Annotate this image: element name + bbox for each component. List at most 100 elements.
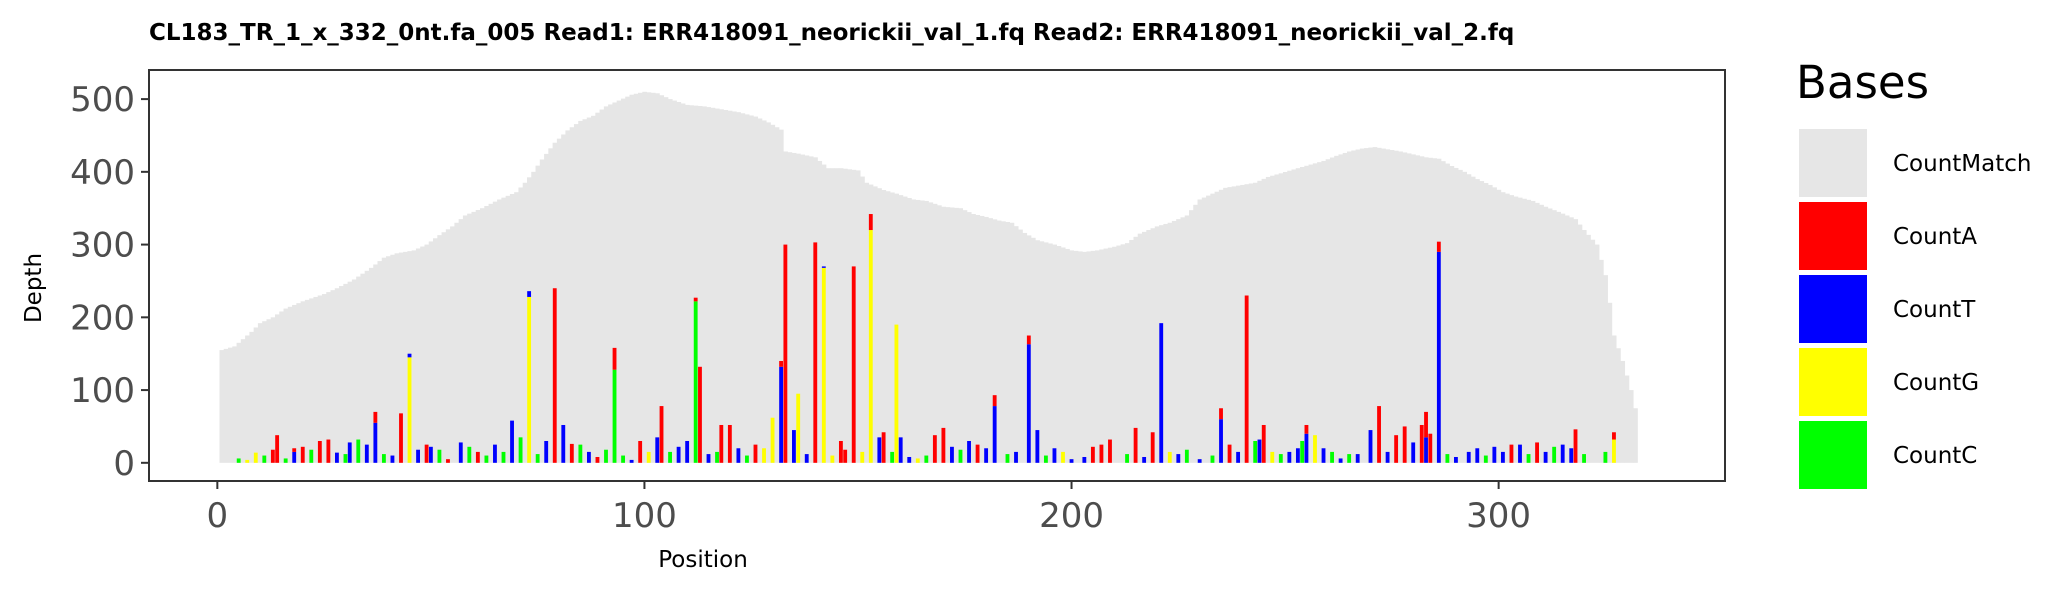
bar-countmatch (919, 200, 925, 463)
bar-countt (1304, 433, 1309, 463)
bar-countmatch (1295, 168, 1301, 463)
chart-title: CL183_TR_1_x_332_0nt.fa_005 Read1: ERR41… (149, 20, 1514, 46)
bar-countt (1026, 344, 1031, 463)
bar-countmatch (1193, 204, 1198, 463)
bar-counta (275, 435, 280, 463)
bar-countmatch (1556, 211, 1561, 463)
bar-countg (527, 296, 532, 463)
bar-countmatch (1018, 229, 1023, 463)
bar-countmatch (411, 250, 417, 463)
bar-countmatch (855, 170, 861, 463)
bar-counta (1535, 442, 1539, 463)
bar-countt (1560, 444, 1565, 463)
bar-countmatch (428, 241, 434, 463)
bar-countt (1219, 419, 1223, 463)
bar-counta (932, 435, 937, 463)
bar-countc (1582, 454, 1586, 463)
bar-countg (407, 357, 412, 463)
bar-countmatch (1201, 197, 1207, 463)
bar-countmatch (885, 191, 891, 463)
bar-countt (950, 446, 954, 463)
bar-countmatch (1624, 375, 1630, 463)
bar-countt (804, 454, 809, 463)
bar-countmatch (595, 112, 600, 463)
bar-countmatch (603, 106, 609, 463)
bar-countc (1445, 454, 1450, 463)
bar-counta (941, 427, 946, 463)
bar-countmatch (360, 273, 366, 463)
bar-countmatch (804, 155, 810, 463)
bar-countc (343, 454, 348, 463)
bar-countg (1061, 451, 1065, 463)
bar-countmatch (1214, 191, 1220, 463)
legend-label: CountMatch (1893, 151, 2031, 177)
bar-countt (1355, 454, 1360, 463)
bar-counta (783, 244, 788, 463)
bar-countmatch (1526, 199, 1532, 463)
bar-counta (1402, 426, 1407, 463)
bar-countmatch (1218, 189, 1224, 463)
bar-countmatch (932, 203, 938, 463)
bar-countmatch (1171, 220, 1177, 463)
legend-label: CountC (1893, 443, 1977, 469)
bar-countmatch (1423, 157, 1429, 463)
bar-countt (1500, 451, 1505, 463)
bar-countt (1454, 456, 1458, 463)
bar-countt (1424, 437, 1428, 463)
bar-countmatch (770, 124, 776, 463)
bar-countmatch (573, 124, 579, 463)
bar-countmatch (979, 215, 985, 463)
bar-countmatch (454, 222, 460, 463)
bar-countmatch (1001, 221, 1006, 463)
bar-countmatch (1265, 176, 1271, 463)
bar-countmatch (996, 220, 1002, 463)
bar-countmatch (1351, 150, 1356, 463)
bar-countmatch (1347, 151, 1352, 463)
bar-counta (1377, 406, 1381, 463)
bar-counta (1261, 424, 1266, 463)
bar-counta (475, 451, 480, 463)
bar-countc (381, 454, 386, 463)
bar-countmatch (1287, 170, 1292, 463)
bar-countmatch (565, 130, 571, 463)
bar-countc (1526, 454, 1531, 463)
bar-countmatch (655, 93, 660, 463)
bar-counta (975, 444, 980, 463)
bar-countt (736, 448, 741, 463)
bar-countc (1278, 454, 1283, 463)
bar-countmatch (569, 127, 575, 463)
bar-counta (698, 366, 702, 463)
y-tick-label: 300 (70, 226, 135, 266)
bar-countmatch (296, 303, 302, 463)
bar-countmatch (1116, 245, 1122, 463)
bar-countc (1210, 455, 1215, 463)
bar-countmatch (685, 104, 690, 463)
bar-countmatch (706, 107, 712, 463)
bar-countmatch (1086, 251, 1092, 463)
bar-countmatch (1129, 239, 1134, 463)
bar-countmatch (1376, 147, 1382, 463)
bar-countg (245, 459, 250, 463)
bar-countmatch (1300, 166, 1305, 463)
bar-countmatch (326, 292, 331, 463)
bar-countc (262, 455, 267, 463)
bar-countmatch (834, 168, 840, 463)
bar-countt (984, 448, 989, 463)
bar-countt (493, 444, 497, 463)
bar-countmatch (1620, 360, 1626, 463)
panel-border (148, 69, 1726, 482)
bar-countmatch (1069, 250, 1075, 463)
bar-counta (1150, 432, 1155, 463)
bar-countmatch (232, 346, 237, 463)
bar-countmatch (1492, 187, 1497, 463)
bar-countt (1338, 458, 1343, 463)
bar-countmatch (761, 120, 767, 463)
bar-countt (992, 406, 997, 463)
bar-countmatch (1235, 185, 1241, 463)
bar-countg (770, 417, 775, 463)
bar-countmatch (830, 168, 835, 463)
bar-countmatch (343, 283, 349, 463)
bar-counta (1428, 433, 1433, 463)
bar-countmatch (1462, 171, 1468, 463)
bar-countmatch (279, 311, 284, 463)
